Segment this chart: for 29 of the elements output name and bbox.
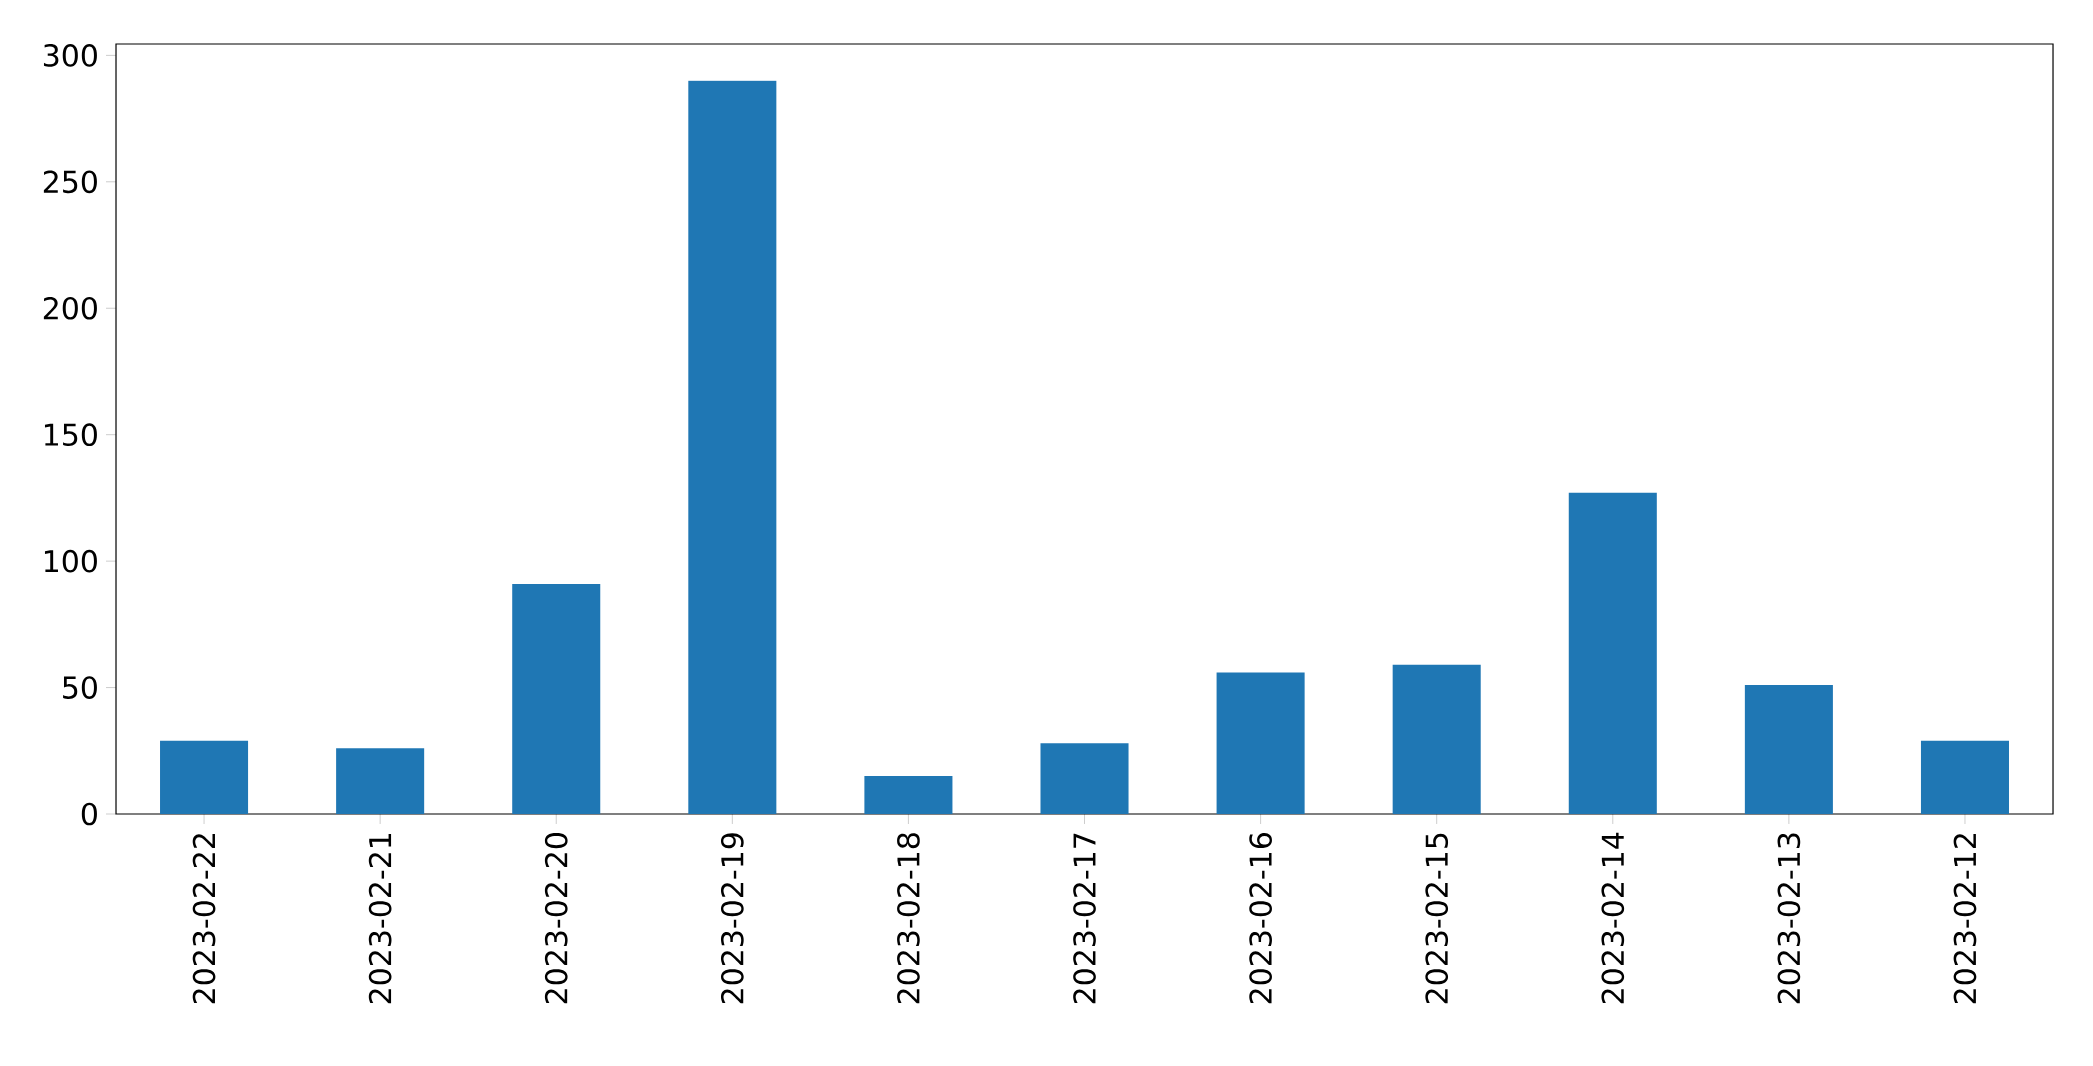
x-tick-label: 2023-02-16 xyxy=(1249,833,1272,1004)
x-tick-label: 2023-02-13 xyxy=(1777,833,1801,1004)
x-tick-label: 2023-02-17 xyxy=(1073,833,1096,1004)
bar xyxy=(512,583,601,814)
bar xyxy=(864,776,953,814)
bar xyxy=(1040,743,1129,814)
x-tick-label: 2023-02-20 xyxy=(544,833,568,1004)
bar xyxy=(1568,492,1657,814)
bar xyxy=(1920,740,2009,814)
bar xyxy=(688,80,777,814)
y-tick-label: 0 xyxy=(81,802,97,826)
x-tick-label: 2023-02-18 xyxy=(897,833,920,1004)
y-tick-label: 150 xyxy=(44,423,97,447)
x-tick-label: 2023-02-12 xyxy=(1953,834,1977,1004)
bar xyxy=(160,740,249,814)
bar xyxy=(1392,664,1481,814)
y-tick-label: 50 xyxy=(63,676,97,699)
x-tick-label: 2023-02-21 xyxy=(368,833,392,1004)
y-tick-label: 200 xyxy=(43,296,97,320)
y-tick-label: 100 xyxy=(44,549,97,573)
bar xyxy=(336,748,425,814)
x-tick-label: 2023-02-19 xyxy=(720,833,744,1004)
x-tick-label: 2023-02-22 xyxy=(192,834,216,1004)
y-tick-label: 250 xyxy=(43,170,97,194)
x-tick-label: 2023-02-15 xyxy=(1425,833,1449,1004)
x-tick-label: 2023-02-14 xyxy=(1601,832,1625,1004)
bar xyxy=(1744,685,1833,814)
y-tick-label: 300 xyxy=(43,44,97,67)
bar xyxy=(1216,672,1305,814)
